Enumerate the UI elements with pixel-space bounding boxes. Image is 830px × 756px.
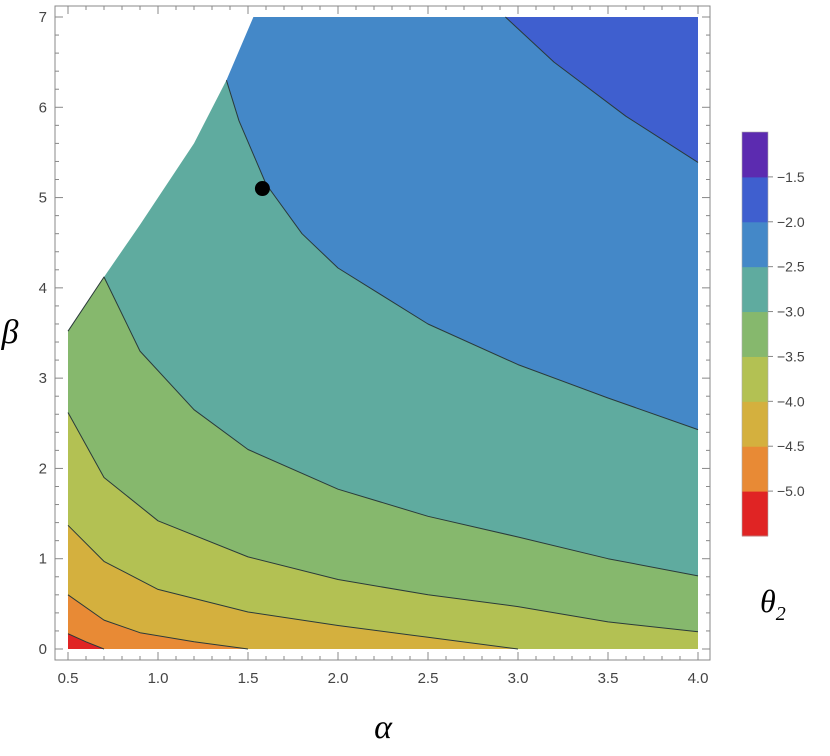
contour-line--4.5 [67, 594, 249, 650]
y-tick-label: 5 [39, 190, 47, 207]
y-tick-label: 1 [39, 551, 47, 568]
y-tick-label: 6 [39, 99, 47, 116]
legend-title: θ2 [760, 583, 786, 625]
x-tick-label: 3.0 [508, 670, 529, 687]
color-legend: −1.5 −2.0 −2.5 −3.0 −3.5 −4.0 −4.5 −5.0 [741, 131, 805, 537]
marked-point [254, 181, 270, 197]
legend-swatch [742, 446, 768, 492]
legend-tick-label: −4.0 [777, 393, 805, 409]
band-below-level--4 [68, 525, 698, 649]
legend-tick-label: −2.0 [777, 214, 805, 230]
legend-title-subscript: 2 [776, 603, 786, 625]
legend-tick-label: −3.0 [777, 304, 805, 320]
x-axis-title: α [374, 709, 393, 746]
x-tick-label: 4.0 [688, 670, 709, 687]
legend-tick-label: −5.0 [777, 483, 805, 499]
legend-swatch [742, 221, 768, 268]
legend-frame [741, 131, 769, 537]
marked-point-layer [254, 181, 270, 197]
legend-tick-label: −3.5 [777, 348, 805, 364]
contour-line--4 [67, 524, 519, 650]
y-tick-label: 2 [39, 460, 47, 477]
infeasible-region [68, 17, 254, 332]
contour-line--3.5 [67, 412, 699, 633]
y-tick-label: 0 [39, 641, 47, 658]
legend-swatch [742, 491, 768, 537]
contour-lines [67, 16, 699, 650]
legend-tick-label: −4.5 [777, 438, 805, 454]
plot-frame [54, 5, 711, 661]
legend-title-symbol: θ [760, 583, 776, 619]
legend-swatch [742, 311, 768, 357]
legend-swatch [742, 401, 768, 447]
x-tick-label: 1.0 [148, 670, 169, 687]
contour-line--3 [67, 276, 699, 577]
legend-swatch [742, 266, 768, 313]
x-tick-label: 2.0 [328, 670, 349, 687]
contour-line--5 [67, 633, 105, 650]
y-tick-label: 7 [39, 9, 47, 26]
x-tick-label: 1.5 [238, 670, 259, 687]
legend-tick-label: −1.5 [777, 169, 805, 185]
x-tick-label: 0.5 [58, 670, 79, 687]
band-below-level--3.5 [68, 412, 698, 649]
x-tick-label: 3.5 [598, 670, 619, 687]
contour-bands [68, 17, 698, 649]
legend-swatch [742, 132, 768, 178]
x-tick-label: 2.5 [418, 670, 439, 687]
y-tick-label: 4 [39, 280, 47, 297]
contour-line--2.5 [225, 80, 699, 431]
contour-line--2 [505, 16, 699, 163]
legend-tick-label: −2.5 [777, 259, 805, 275]
legend-swatch [742, 176, 768, 223]
band-below-level--4.5 [68, 594, 698, 649]
y-tick-label: 3 [39, 370, 47, 387]
y-axis-title: β [1, 314, 19, 351]
axes: 0.5 1.0 1.5 2.0 2.5 3.0 3.5 4.0 0 1 2 3 4 5 6 7 [39, 5, 711, 687]
legend-swatch [742, 356, 768, 402]
